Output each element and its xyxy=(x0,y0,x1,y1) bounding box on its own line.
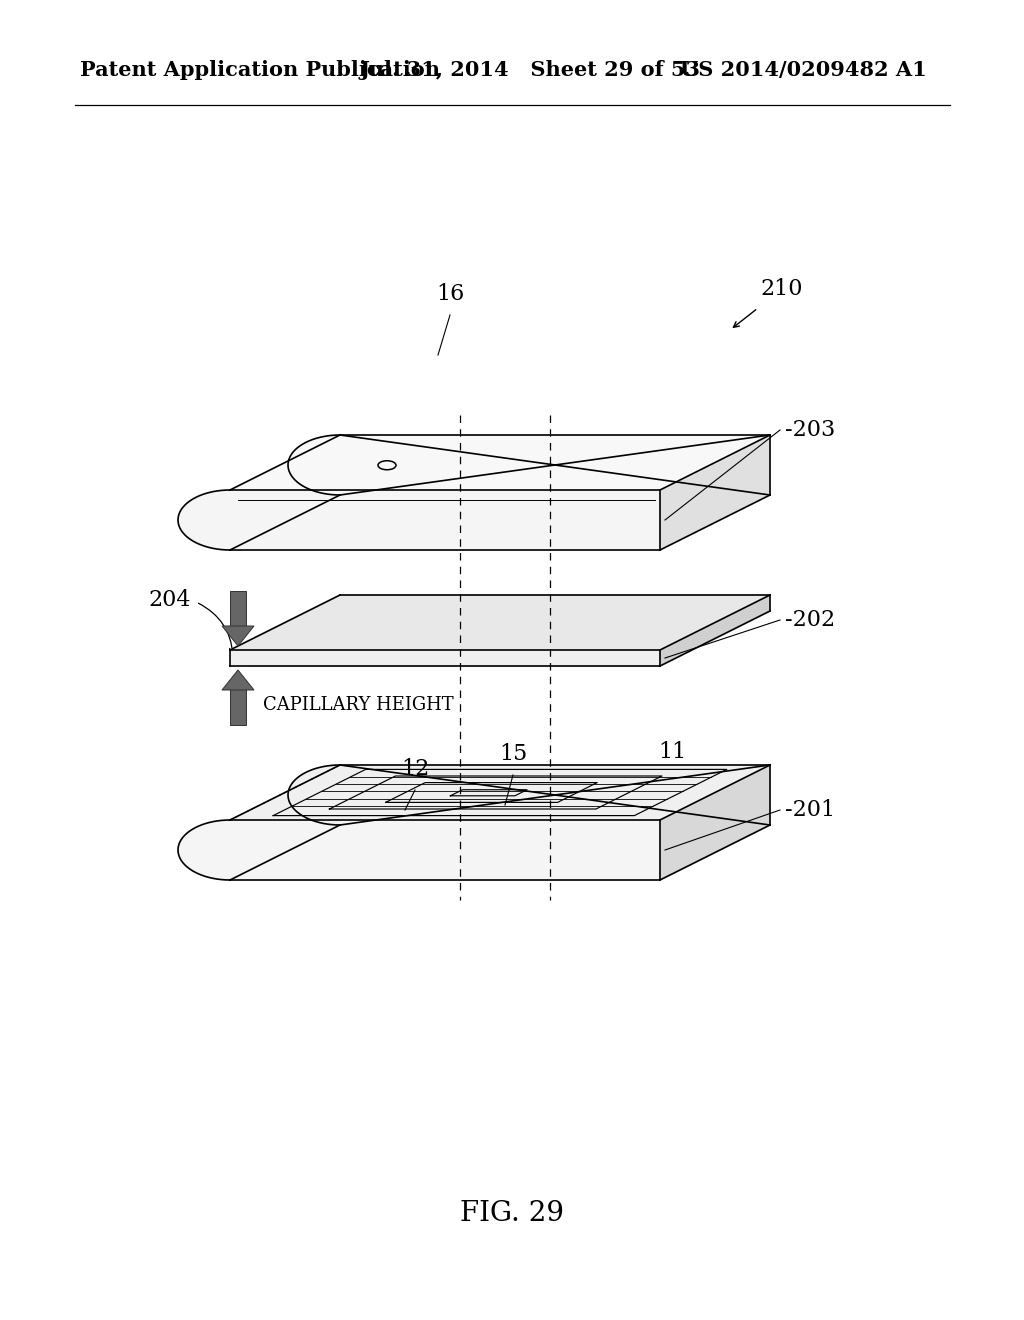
Polygon shape xyxy=(230,436,770,490)
Text: FIG. 29: FIG. 29 xyxy=(460,1200,564,1228)
Polygon shape xyxy=(660,595,770,667)
Text: -201: -201 xyxy=(785,799,836,821)
Text: -203: -203 xyxy=(785,418,836,441)
Polygon shape xyxy=(230,595,770,649)
Polygon shape xyxy=(660,766,770,880)
Polygon shape xyxy=(222,671,254,690)
Polygon shape xyxy=(288,436,340,495)
Text: 16: 16 xyxy=(436,282,464,305)
Text: Jul. 31, 2014   Sheet 29 of 53: Jul. 31, 2014 Sheet 29 of 53 xyxy=(360,59,701,81)
Polygon shape xyxy=(222,626,254,645)
Text: 204: 204 xyxy=(148,589,190,611)
Polygon shape xyxy=(178,820,230,880)
Polygon shape xyxy=(230,490,660,550)
Text: Patent Application Publication: Patent Application Publication xyxy=(80,59,440,81)
Text: 210: 210 xyxy=(760,279,803,300)
Polygon shape xyxy=(230,649,660,667)
Polygon shape xyxy=(230,820,660,880)
Text: CAPILLARY HEIGHT: CAPILLARY HEIGHT xyxy=(263,696,454,714)
Polygon shape xyxy=(230,591,246,630)
Text: 12: 12 xyxy=(400,758,429,780)
Polygon shape xyxy=(230,686,246,725)
Polygon shape xyxy=(288,766,340,825)
Polygon shape xyxy=(178,490,230,550)
Text: US 2014/0209482 A1: US 2014/0209482 A1 xyxy=(680,59,927,81)
Polygon shape xyxy=(660,436,770,550)
Text: 15: 15 xyxy=(499,743,527,766)
Polygon shape xyxy=(230,766,770,820)
Text: -202: -202 xyxy=(785,609,836,631)
Text: 11: 11 xyxy=(657,741,686,763)
